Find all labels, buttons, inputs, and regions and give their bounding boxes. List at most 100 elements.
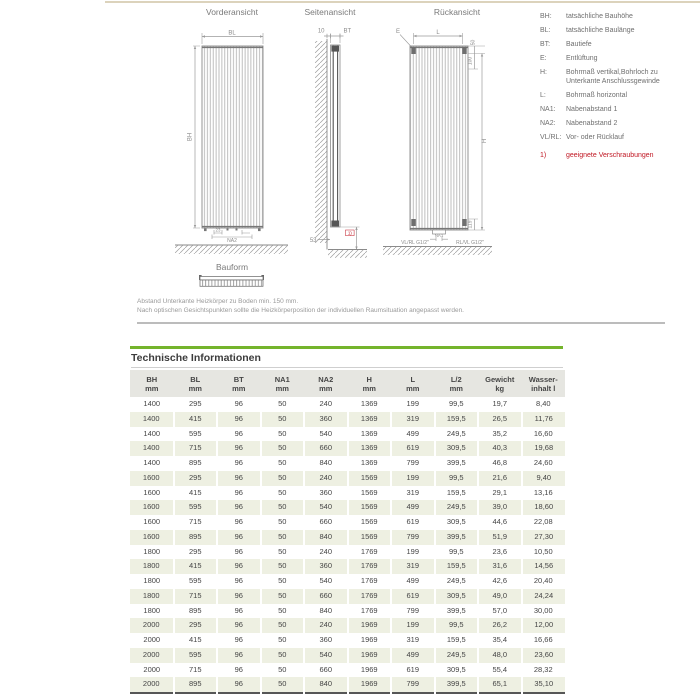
table-row: 1800 595 96 50 540 1769 499 249,5 42,6 20,40 (130, 574, 565, 589)
legend-text: Bohrmaß horizontal (566, 92, 628, 99)
table-cell: 12,00 (520, 618, 565, 633)
table-cell: 895 (188, 605, 202, 615)
table-cell: 1600 (143, 517, 161, 526)
table-cell: 240 (303, 618, 349, 633)
table-cell: 50 (278, 664, 287, 674)
table-cell: 159,5 (446, 487, 466, 497)
table-cell: 1800 (143, 605, 161, 615)
table-row: 1800 895 96 50 840 1769 799 399,5 57,0 30,00 (130, 604, 565, 619)
table-body: 1400 295 96 50 240 1369 199 99,5 19,7 8,40 1400 415… (130, 397, 565, 693)
table-cell: 96 (216, 588, 262, 604)
rear-view-title: Rückansicht (434, 7, 481, 17)
table-cell: 159,5 (433, 559, 479, 574)
table-cell: 50 (278, 428, 287, 438)
table-cell: 595 (172, 647, 218, 663)
table-cell: 399,5 (433, 677, 479, 693)
footnotes: Abstand Unterkante Heizkörper zu Boden m… (137, 297, 464, 315)
column-header: BH mm (130, 370, 174, 397)
table-cell: 715 (172, 441, 218, 456)
legend-key: H: (540, 69, 547, 76)
table-cell: 96 (234, 605, 243, 615)
legend-text: Bohrmaß vertikal,Bohrloch zu Unterkante … (566, 69, 660, 85)
legend-key: 1) (540, 152, 547, 159)
table-cell: 319 (406, 635, 419, 644)
table-cell: 619 (390, 588, 436, 604)
table-cell: 660 (303, 588, 349, 604)
table-cell: 540 (319, 428, 332, 438)
table-cell: 1369 (360, 458, 378, 467)
legend-item: VL/RL: Vor- oder Rücklauf (540, 133, 698, 142)
table-cell: 240 (319, 546, 332, 556)
table-cell: 14,56 (520, 559, 565, 574)
table-cell: 51,9 (477, 529, 523, 545)
table-cell: 96 (216, 559, 262, 574)
table-cell: 18,60 (520, 500, 565, 515)
legend-text: tatsächliche Baulänge (566, 27, 635, 34)
legend-text: Bautiefe (566, 41, 592, 48)
table-cell: 715 (188, 664, 202, 674)
conn-left-label: VL/RL G1/2'' (401, 240, 429, 246)
top-rule (105, 1, 700, 3)
table-title: Technische Informationen (131, 352, 563, 368)
table-cell: 840 (319, 458, 332, 467)
table-cell: 499 (406, 576, 419, 585)
table-cell: 96 (234, 546, 243, 556)
table-cell: 1800 (143, 576, 161, 585)
table-cell: 48,0 (477, 647, 523, 663)
table-cell: 35,10 (520, 677, 565, 693)
table-cell: 27,30 (520, 529, 565, 545)
table-cell: 199 (406, 399, 419, 408)
table-cell: 50 (278, 517, 287, 526)
table-cell: 50 (259, 441, 305, 456)
table-cell: 360 (303, 411, 349, 427)
table-cell: 50 (259, 618, 305, 633)
table-cell: 35,4 (492, 635, 508, 644)
table-cell: 619 (406, 664, 419, 674)
table-cell: 1769 (360, 605, 378, 615)
table-cell: 840 (303, 529, 349, 545)
table-row: 2000 415 96 50 360 1969 319 159,5 35,4 16,66 (130, 633, 565, 648)
dim-label-100: 100 (468, 57, 474, 66)
dim-label-119: 119 (468, 220, 474, 228)
column-header: Gewicht kg (478, 370, 522, 397)
dim-label-na1: NA1 (435, 233, 444, 238)
table-cell: 29,1 (492, 487, 508, 497)
table-cell: 799 (390, 529, 436, 545)
table-cell: 1769 (346, 588, 392, 604)
legend-item: NA2: Nabenabstand 2 (540, 119, 698, 128)
table-cell: 199 (390, 618, 436, 633)
table-row: 1600 295 96 50 240 1569 199 99,5 21,6 9,40 (130, 470, 565, 486)
table-cell: 50 (278, 605, 287, 615)
table-cell: 1800 (130, 559, 175, 574)
legend-text: geeignete Verschraubungen (566, 152, 654, 159)
table-cell: 159,5 (446, 635, 466, 644)
table-cell: 595 (188, 428, 202, 438)
legend-key: VL/RL: (540, 134, 562, 141)
table-cell: 50 (259, 529, 305, 545)
table-cell: 660 (303, 441, 349, 456)
table-cell: 28,32 (533, 664, 553, 674)
table-row: 1600 715 96 50 660 1569 619 309,5 44,6 22,08 (130, 515, 565, 530)
table-cell: 96 (234, 576, 243, 585)
table-cell: 895 (172, 677, 218, 693)
table-cell: 295 (188, 546, 202, 556)
table-cell: 399,5 (446, 605, 466, 615)
table-cell: 96 (234, 635, 243, 644)
table-cell: 715 (172, 588, 218, 604)
table-cell: 2000 (130, 618, 175, 633)
table-cell: 540 (319, 576, 332, 585)
table-cell: 360 (319, 635, 332, 644)
table-cell: 19,68 (520, 441, 565, 456)
accent-bar (130, 346, 563, 349)
table-cell: 99,5 (433, 618, 479, 633)
table-cell: 99,5 (448, 546, 464, 556)
table-row: 2000 895 96 50 840 1969 799 399,5 65,1 35,10 (130, 677, 565, 693)
ref-mark-1: 1) (348, 230, 352, 235)
table-cell: 1969 (346, 647, 392, 663)
column-header: BT mm (217, 370, 261, 397)
table-cell: 595 (172, 500, 218, 515)
table-cell: 799 (390, 677, 436, 693)
dim-label-10: 10 (318, 29, 325, 35)
table-cell: 44,6 (492, 517, 508, 526)
table-cell: 42,6 (492, 576, 508, 585)
